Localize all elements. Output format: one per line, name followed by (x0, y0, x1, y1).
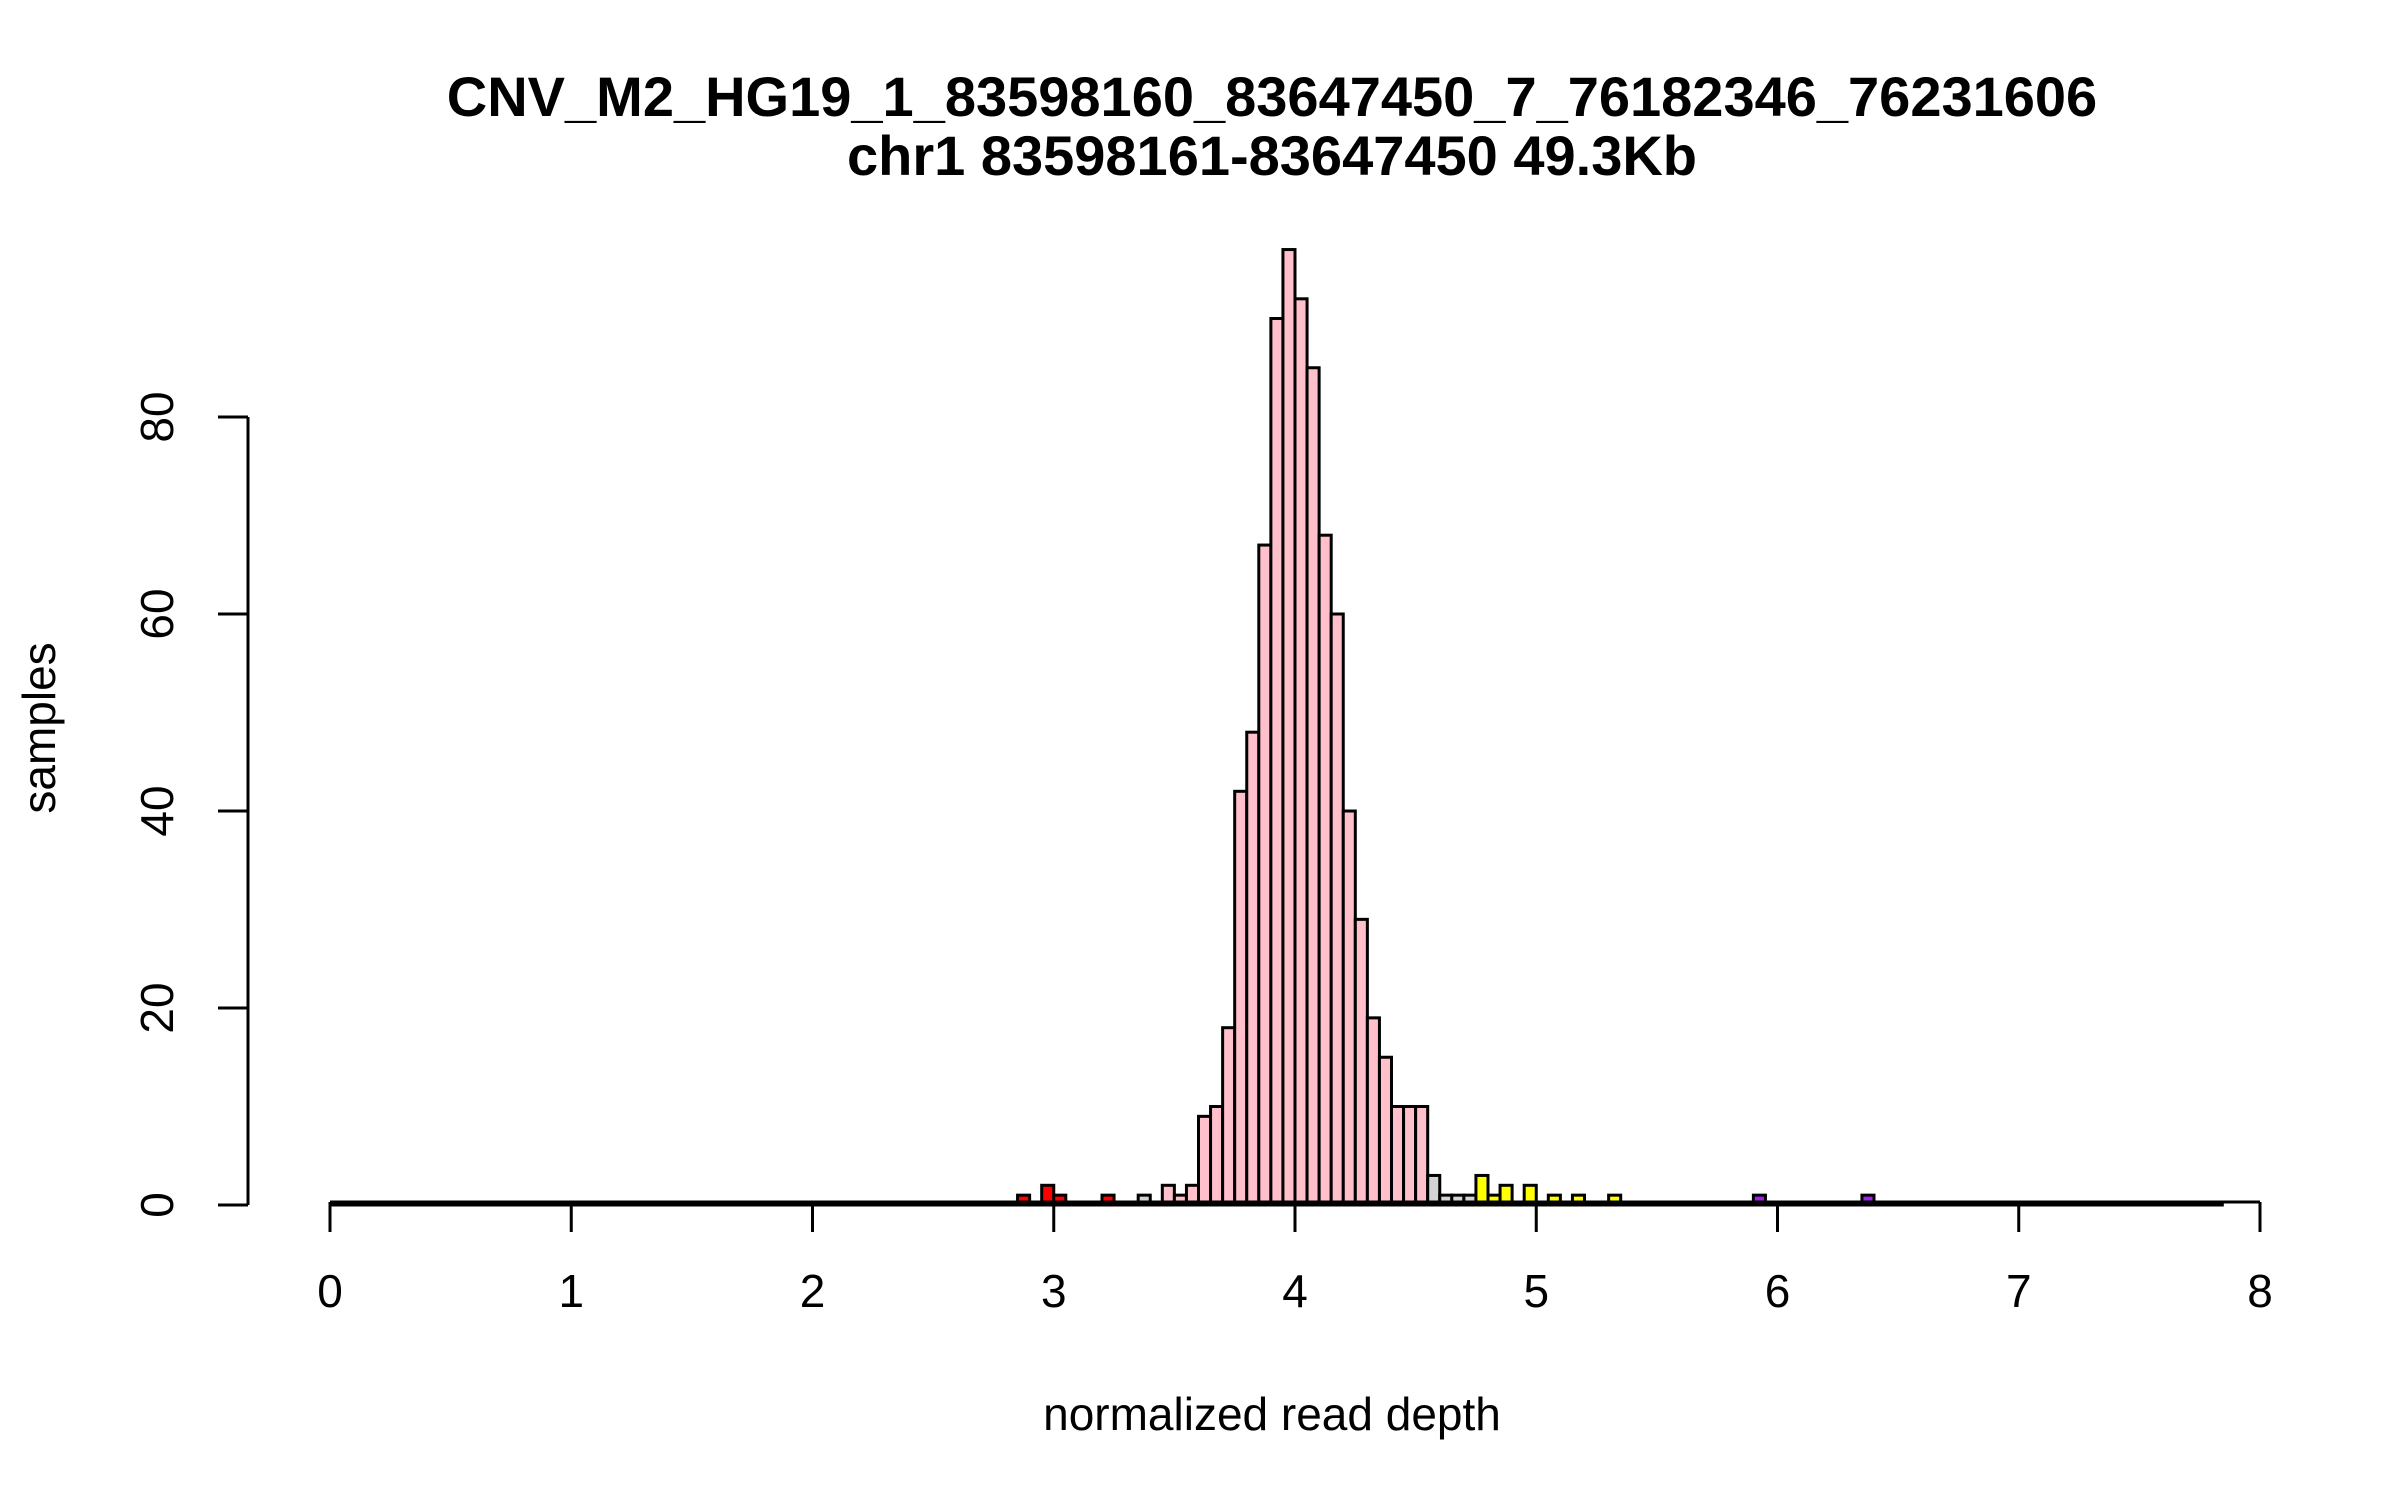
histogram-bar-normal (1293, 297, 1309, 1207)
chart-title: CNV_M2_HG19_1_83598160_83647450_7_761823… (447, 65, 2097, 128)
histogram-bar-normal (1233, 789, 1249, 1207)
x-axis: 0 1 2 3 4 5 6 7 8 (317, 1200, 2273, 1317)
histogram-bar-normal (1257, 543, 1273, 1207)
histogram-bar-normal (1329, 612, 1345, 1207)
histogram-bar-normal (1305, 366, 1321, 1207)
histogram-bar-normal (1365, 1016, 1381, 1207)
y-tick-label: 40 (131, 785, 183, 836)
y-tick-label: 60 (131, 588, 183, 639)
x-tick-label: 3 (1041, 1265, 1067, 1317)
x-tick-label: 1 (558, 1265, 584, 1317)
x-tick-label: 6 (1765, 1265, 1791, 1317)
histogram-bar-normal (1197, 1114, 1213, 1207)
x-tick-label: 5 (1523, 1265, 1549, 1317)
histogram-bar-normal (1209, 1105, 1225, 1207)
y-tick-label: 0 (131, 1192, 183, 1218)
y-tick-label: 80 (131, 391, 183, 442)
y-axis: 0 20 40 60 80 (131, 391, 250, 1218)
x-tick-label: 4 (1282, 1265, 1308, 1317)
histogram-bar-normal (1341, 809, 1357, 1207)
histogram-bar-normal (1402, 1105, 1418, 1207)
histogram-bar-normal (1377, 1055, 1393, 1207)
histogram-bar-normal (1317, 533, 1333, 1207)
x-tick-label: 8 (2247, 1265, 2273, 1317)
histogram-bar-normal (1221, 1026, 1237, 1207)
y-axis-label: samples (13, 642, 65, 813)
histogram-bar-normal (1390, 1105, 1406, 1207)
histogram-bar-normal (1269, 317, 1285, 1207)
histogram-bars (1016, 248, 1876, 1207)
chart-subtitle: chr1 83598161-83647450 49.3Kb (847, 124, 1697, 187)
histogram-bar-normal (1414, 1105, 1430, 1207)
y-tick-label: 20 (131, 982, 183, 1033)
histogram-bar-normal (1353, 917, 1369, 1207)
x-tick-label: 7 (2006, 1265, 2032, 1317)
histogram-bar-normal (1281, 248, 1297, 1207)
x-axis-label: normalized read depth (1043, 1388, 1501, 1440)
histogram-bar-normal (1245, 730, 1261, 1207)
x-tick-label: 2 (800, 1265, 826, 1317)
x-tick-label: 0 (317, 1265, 343, 1317)
